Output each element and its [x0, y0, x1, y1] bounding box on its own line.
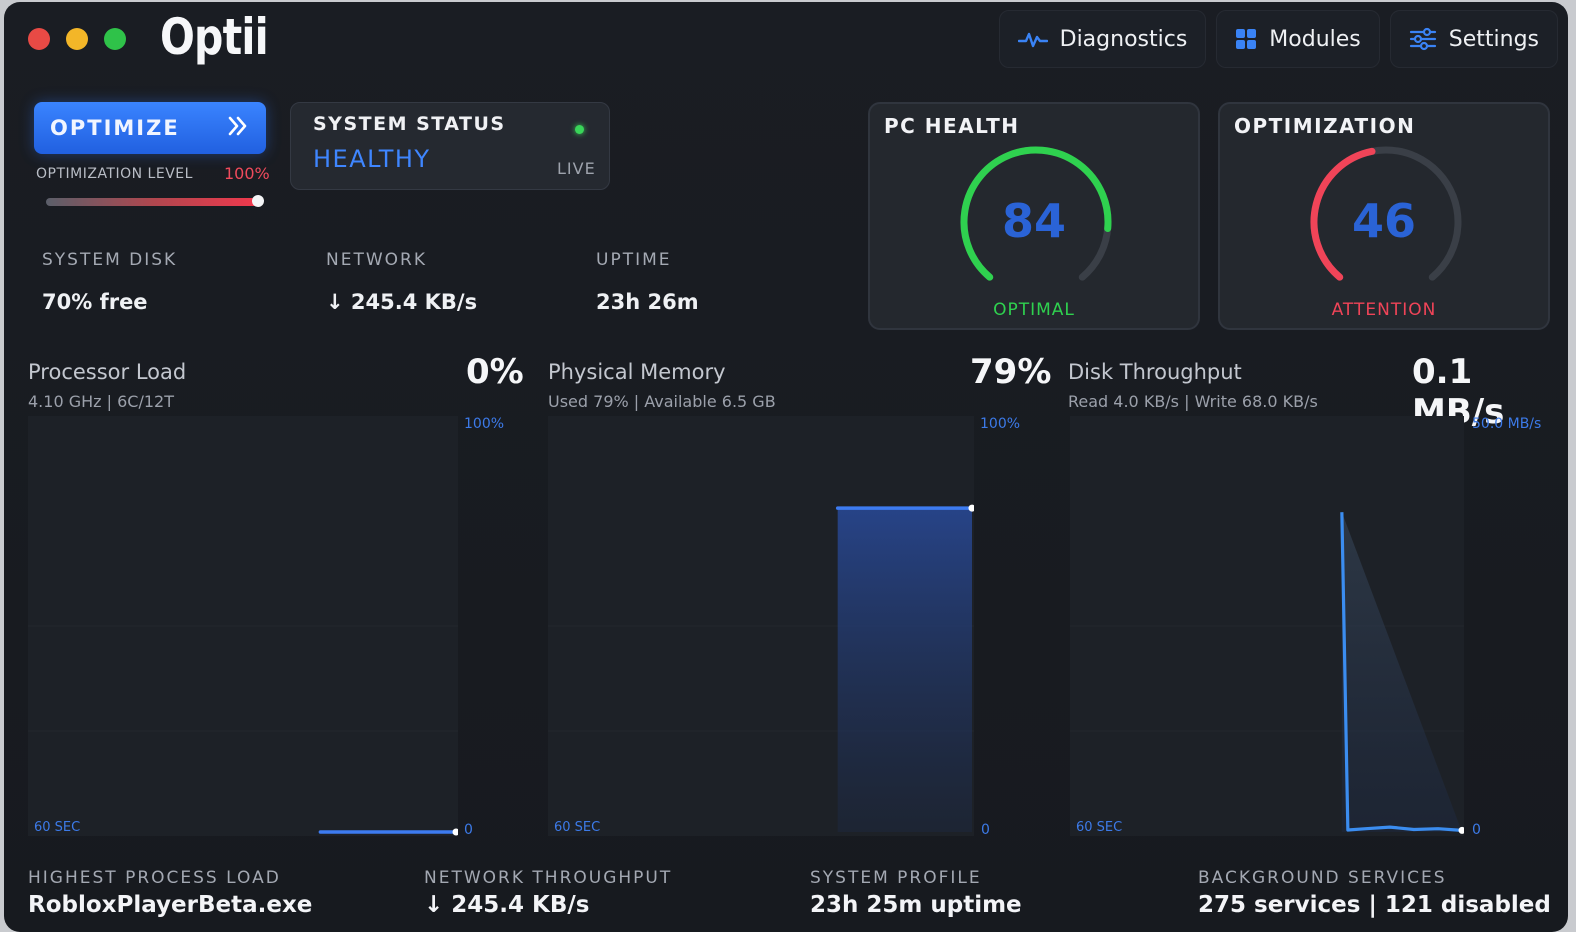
highest-process-value: RobloxPlayerBeta.exe: [28, 892, 313, 918]
pc-health-status: OPTIMAL: [993, 300, 1075, 320]
disk-max-label: 50.0 MB/s: [1472, 416, 1542, 432]
processor-time-label: 60 SEC: [34, 820, 81, 835]
maximize-window-button[interactable]: [104, 28, 126, 50]
processor-max-label: 100%: [464, 416, 505, 432]
chart-current-point: [1458, 826, 1464, 834]
live-label: LIVE: [557, 159, 596, 178]
physical-memory-title: Physical Memory: [548, 360, 726, 384]
background-services-value: 275 services | 121 disabled: [1198, 892, 1551, 918]
pc-health-gauge: [960, 146, 1112, 281]
pc-health-value: 84: [1001, 194, 1066, 248]
system-profile-value: 23h 25m uptime: [810, 892, 1022, 918]
sliders-icon: [1409, 27, 1437, 51]
system-profile-label: SYSTEM PROFILE: [810, 868, 982, 888]
top-navigation: Diagnostics Modules Settings: [998, 10, 1558, 68]
uptime-value: 23h 26m: [596, 290, 699, 314]
system-status-value: HEALTHY: [313, 145, 431, 173]
app-title: Optii: [160, 8, 269, 66]
pulse-icon: [1017, 28, 1048, 50]
memory-min-label: 0: [981, 822, 990, 838]
chart-current-point: [968, 504, 974, 512]
network-throughput-value: ↓ 245.4 KB/s: [424, 892, 590, 918]
physical-memory-subtitle: Used 79% | Available 6.5 GB: [548, 392, 776, 411]
live-indicator-dot: [575, 125, 584, 134]
physical-memory-chart: [548, 416, 974, 836]
disk-min-label: 0: [1472, 822, 1481, 838]
uptime-label: UPTIME: [596, 250, 672, 270]
processor-min-label: 0: [464, 822, 473, 838]
memory-time-label: 60 SEC: [554, 820, 601, 835]
system-disk-value: 70% free: [42, 290, 148, 314]
app-window: Optii Diagnostics Modules Settings OPTIM…: [4, 2, 1568, 932]
optimization-gauge: [1310, 146, 1462, 281]
pc-health-card: PC HEALTH 84 OPTIMAL: [868, 102, 1200, 330]
network-throughput-label: NETWORK THROUGHPUT: [424, 868, 673, 888]
grid-icon: [1235, 28, 1257, 50]
double-chevron-right-icon: [226, 115, 250, 142]
optimization-title: OPTIMIZATION: [1234, 114, 1416, 138]
highest-process-label: HIGHEST PROCESS LOAD: [28, 868, 281, 888]
network-label: NETWORK: [326, 250, 427, 270]
chart-area: [837, 508, 972, 832]
slider-thumb[interactable]: [252, 195, 264, 207]
processor-load-current: 0%: [466, 352, 524, 392]
optimization-card: OPTIMIZATION 46 ATTENTION: [1218, 102, 1550, 330]
system-status-title: SYSTEM STATUS: [313, 113, 506, 135]
optimization-value: 46: [1351, 194, 1416, 248]
gauge-fill: [960, 146, 1112, 281]
settings-label: Settings: [1448, 26, 1539, 52]
network-value: ↓ 245.4 KB/s: [326, 290, 478, 314]
optimization-status: ATTENTION: [1331, 300, 1437, 320]
system-status-card: SYSTEM STATUS HEALTHY LIVE: [290, 102, 610, 190]
modules-label: Modules: [1269, 26, 1361, 52]
chart-series-line: [1340, 512, 1463, 832]
minimize-window-button[interactable]: [66, 28, 88, 50]
diagnostics-label: Diagnostics: [1059, 26, 1188, 52]
close-window-button[interactable]: [28, 28, 50, 50]
modules-button[interactable]: Modules: [1216, 10, 1380, 68]
optimization-level-label: OPTIMIZATION LEVEL: [36, 166, 193, 182]
gauge-fill: [1310, 147, 1376, 281]
chart-current-point: [452, 828, 458, 836]
processor-load-subtitle: 4.10 GHz | 6C/12T: [28, 392, 174, 411]
diagnostics-button[interactable]: Diagnostics: [998, 10, 1207, 68]
optimize-button[interactable]: OPTIMIZE: [34, 102, 266, 154]
disk-throughput-subtitle: Read 4.0 KB/s | Write 68.0 KB/s: [1068, 392, 1318, 411]
settings-button[interactable]: Settings: [1389, 10, 1558, 68]
physical-memory-current: 79%: [970, 352, 1052, 392]
optimization-level-slider[interactable]: [46, 195, 264, 207]
pc-health-title: PC HEALTH: [884, 114, 1020, 138]
background-services-label: BACKGROUND SERVICES: [1198, 868, 1447, 888]
memory-max-label: 100%: [980, 416, 1021, 432]
processor-load-title: Processor Load: [28, 360, 187, 384]
disk-time-label: 60 SEC: [1076, 820, 1123, 835]
system-disk-label: SYSTEM DISK: [42, 250, 178, 270]
optimization-level-value: 100%: [224, 164, 270, 183]
optimize-label: OPTIMIZE: [50, 116, 180, 140]
window-controls: [28, 28, 126, 50]
disk-throughput-title: Disk Throughput: [1068, 360, 1242, 384]
processor-load-chart: [28, 416, 458, 836]
disk-throughput-chart: [1070, 416, 1464, 836]
